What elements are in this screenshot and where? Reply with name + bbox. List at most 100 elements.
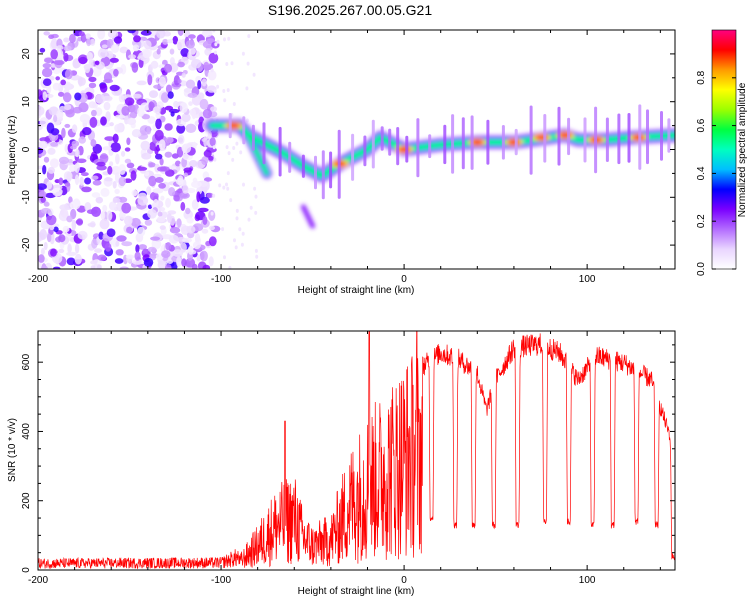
noise-blob [63, 45, 72, 52]
noise-region [38, 30, 259, 269]
sparse-noise-dot [247, 34, 251, 39]
noise-blob [91, 175, 99, 180]
noise-blob [136, 80, 147, 86]
noise-blob [40, 247, 45, 256]
noise-blob [114, 188, 120, 195]
noise-blob [187, 245, 194, 255]
noise-blob [56, 109, 64, 120]
noise-blob [207, 130, 212, 140]
noise-blob [100, 187, 110, 197]
noise-blob [154, 129, 164, 141]
noise-blob [126, 117, 137, 125]
noise-blob [109, 84, 120, 92]
noise-blob [64, 182, 71, 187]
noise-blob [177, 134, 185, 145]
sparse-noise-dot [222, 185, 226, 190]
noise-blob [194, 233, 201, 243]
noise-blob [201, 156, 209, 166]
noise-blob [106, 228, 116, 237]
noise-blob [176, 188, 184, 193]
noise-blob [139, 125, 151, 136]
noise-blob [141, 114, 150, 120]
noise-blob [78, 56, 88, 64]
noise-blob [172, 249, 183, 257]
noise-blob [179, 242, 187, 253]
figure-title: S196.2025.267.00.05.G21 [268, 2, 432, 18]
spectrogram-y-tick-label: 0 [21, 146, 32, 152]
noise-blob [40, 207, 51, 214]
noise-blob [119, 211, 126, 220]
colorbar-tick-label: 0.2 [696, 214, 707, 228]
noise-blob [156, 30, 166, 39]
noise-blob [55, 76, 60, 81]
noise-blob [157, 216, 166, 223]
noise-blob [100, 116, 107, 126]
noise-blob [206, 38, 215, 43]
noise-blob [96, 164, 107, 171]
noise-blob [153, 199, 159, 207]
noise-blob [170, 111, 175, 117]
sparse-noise-dot [239, 150, 243, 155]
noise-blob [176, 123, 186, 134]
noise-blob [179, 102, 188, 114]
noise-blob [128, 54, 137, 59]
sparse-noise-dot [254, 194, 258, 199]
spectrogram-y-label: Frequency (Hz) [7, 116, 18, 185]
colorbar: 0.0 0.2 0.4 0.6 0.8 Normalized spectral ampl… [696, 29, 748, 276]
noise-blob [115, 249, 124, 256]
noise-blob [52, 187, 63, 197]
sparse-noise-dot [246, 61, 250, 66]
faint-track [300, 204, 316, 229]
noise-blob [42, 63, 52, 69]
noise-blob [92, 180, 102, 186]
noise-blob [119, 46, 129, 54]
noise-blob [176, 256, 182, 268]
noise-blob [78, 136, 86, 144]
noise-blob [43, 201, 50, 207]
noise-blob [148, 175, 157, 187]
ridge-branch-band [246, 133, 269, 176]
noise-blob [147, 116, 156, 124]
noise-blob [124, 215, 133, 226]
noise-blob [142, 248, 148, 254]
noise-blob [113, 68, 119, 77]
noise-blob [64, 69, 73, 80]
noise-blob [38, 190, 47, 198]
noise-blob [92, 143, 103, 154]
ridge-layer [204, 118, 675, 229]
noise-blob [167, 91, 174, 99]
noise-blob [63, 52, 69, 62]
sparse-noise-dot [234, 245, 238, 250]
sparse-noise-dot [214, 42, 218, 47]
noise-blob [88, 76, 97, 82]
noise-blob [110, 44, 120, 53]
sparse-noise-dot [210, 211, 214, 216]
noise-blob [187, 92, 198, 98]
noise-blob [157, 211, 163, 217]
noise-blob [176, 146, 184, 158]
noise-blob [97, 254, 107, 261]
noise-blob [127, 30, 136, 34]
noise-blob [188, 101, 193, 106]
noise-blob [140, 140, 151, 151]
noise-blob [191, 108, 197, 120]
noise-blob [124, 147, 131, 152]
sparse-noise-dot [225, 62, 229, 66]
sparse-noise-dot [232, 146, 236, 150]
noise-blob [143, 257, 154, 267]
noise-blob [201, 30, 213, 38]
noise-blob [165, 84, 173, 94]
snr-x-label: Height of straight line (km) [298, 586, 415, 597]
noise-blob [173, 100, 179, 108]
noise-blob [84, 202, 92, 212]
noise-blob [59, 204, 70, 211]
noise-blob [118, 176, 127, 187]
noise-blob [170, 261, 178, 269]
sparse-noise-dot [222, 89, 226, 93]
noise-blob [112, 198, 121, 203]
noise-blob [197, 92, 205, 100]
spectrogram-y-tick-label: -20 [21, 237, 32, 252]
noise-blob [46, 84, 52, 94]
noise-blob [114, 258, 124, 264]
noise-blob [63, 81, 72, 91]
